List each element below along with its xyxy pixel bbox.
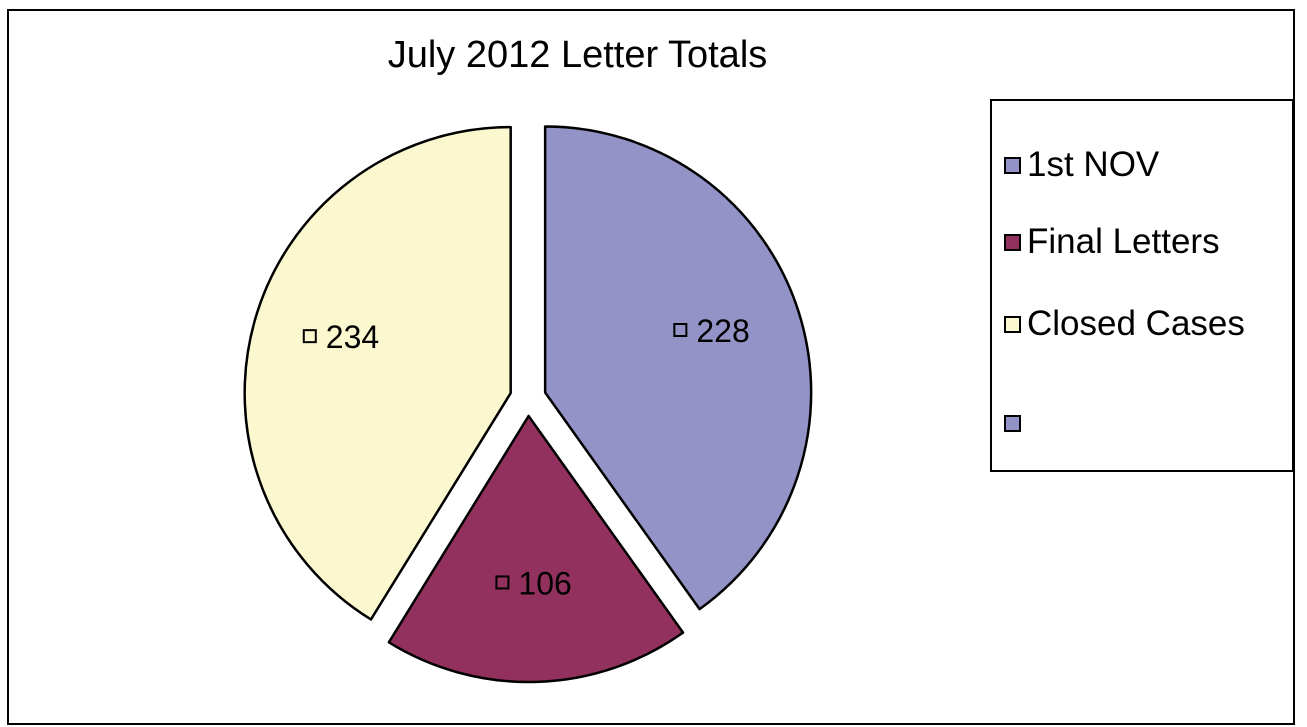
legend-swatch-icon	[1004, 156, 1021, 174]
legend-label: Final Letters	[1027, 222, 1220, 261]
legend-label: Closed Cases	[1027, 304, 1245, 343]
data-label-key-icon	[673, 323, 688, 338]
legend-swatch-icon	[1004, 233, 1021, 251]
legend: 1st NOV Final Letters Closed Cases	[990, 99, 1294, 472]
legend-item: Closed Cases	[1004, 304, 1245, 344]
legend-label: 1st NOV	[1027, 145, 1160, 184]
data-label: 106	[518, 565, 571, 601]
data-label: 228	[696, 313, 749, 349]
data-label: 234	[326, 319, 379, 355]
legend-item	[1004, 403, 1027, 443]
pie-slice-1st-nov	[543, 125, 813, 611]
legend-item: Final Letters	[1004, 222, 1220, 262]
legend-swatch-icon	[1004, 315, 1021, 333]
pie-slice-closed-cases	[243, 125, 512, 621]
legend-swatch-icon	[1004, 414, 1021, 432]
data-label-key-icon	[302, 329, 317, 344]
legend-item: 1st NOV	[1004, 145, 1159, 185]
data-label-key-icon	[495, 575, 510, 590]
pie-slice-final-letters	[387, 414, 685, 684]
chart-title: July 2012 Letter Totals	[387, 34, 768, 76]
